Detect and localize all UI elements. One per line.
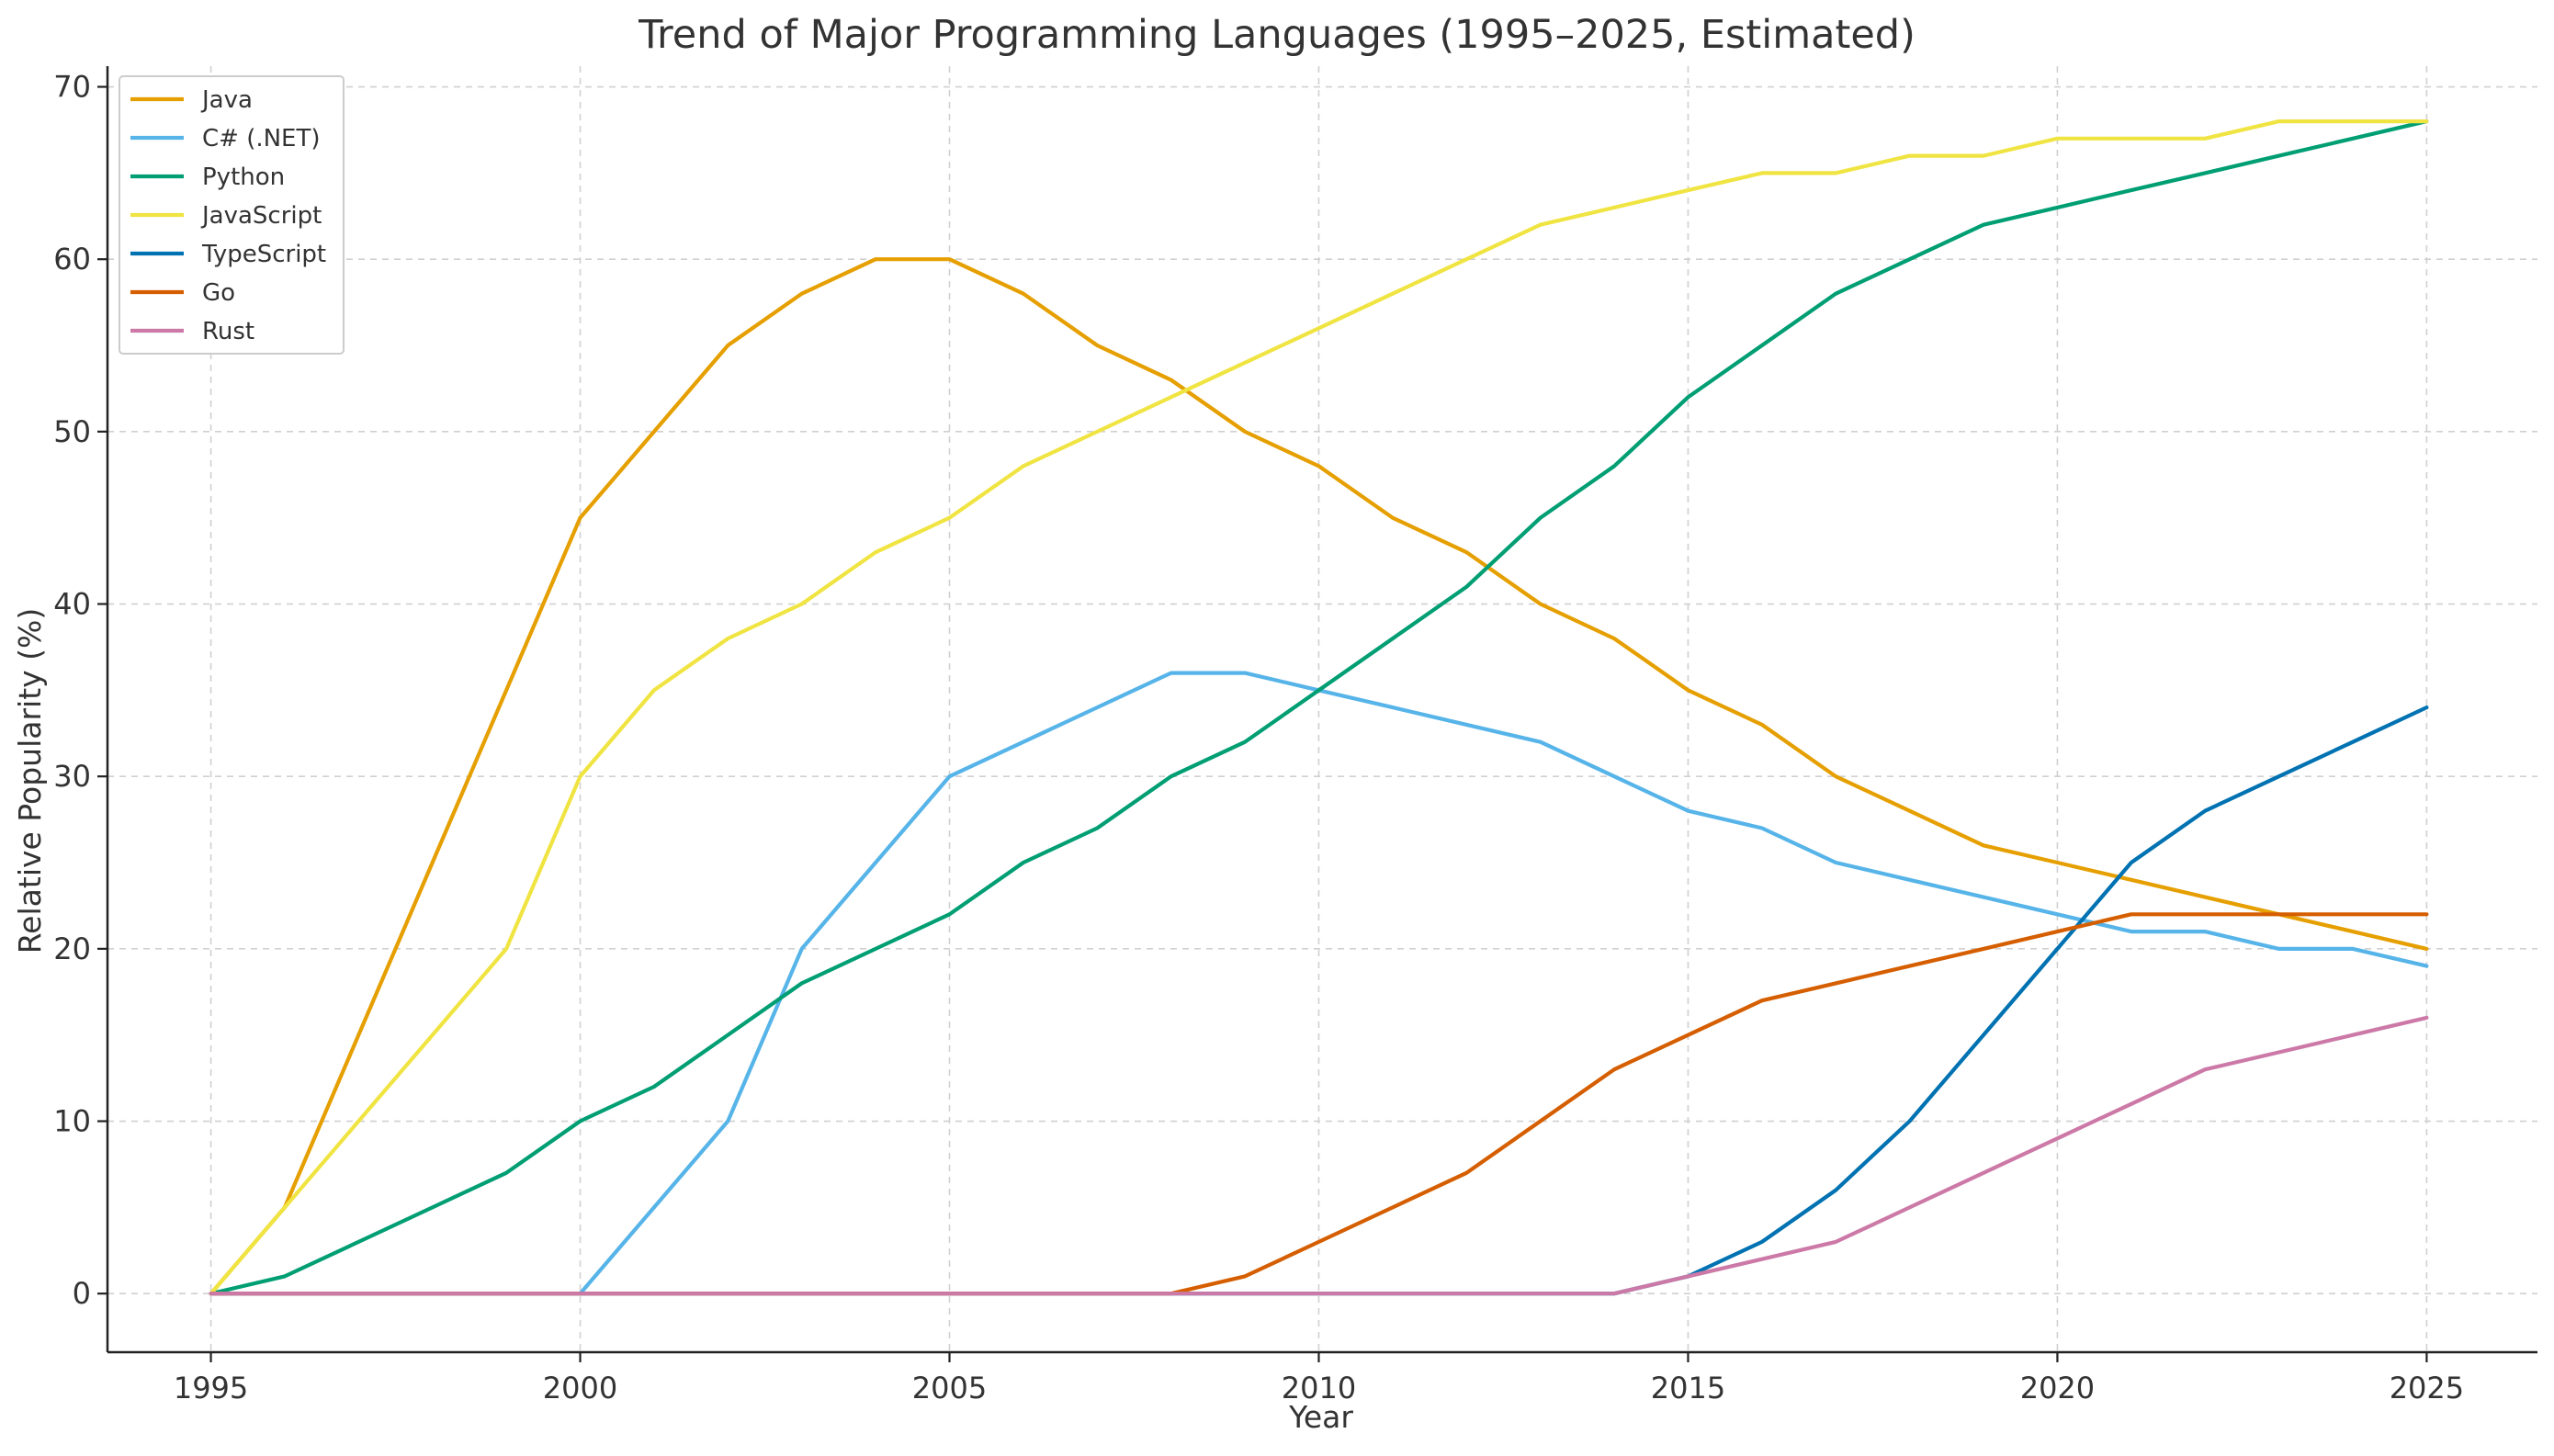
legend-label: TypeScript <box>201 241 326 268</box>
y-tick-label: 10 <box>53 1104 91 1139</box>
x-tick-label: 2025 <box>2390 1371 2464 1405</box>
x-tick-label: 1995 <box>174 1371 248 1405</box>
series-line-rust <box>209 1015 2429 1296</box>
x-tick-label: 2000 <box>543 1371 617 1405</box>
series-line-javascript <box>209 119 2429 1296</box>
legend-label: Python <box>202 164 285 191</box>
legend-box <box>119 75 345 355</box>
y-tick-label: 30 <box>53 759 91 794</box>
chart-title: Trend of Major Programming Languages (19… <box>638 12 1916 58</box>
series-lines <box>209 119 2429 1296</box>
series-line-java <box>209 257 2429 1296</box>
legend-label: Rust <box>202 318 254 345</box>
axes: 1995 2000 2005 2010 2015 2020 2025 0 10 20 30 40 50 6… <box>53 66 2537 1405</box>
series-line-c-net <box>209 671 2429 1296</box>
x-axis-label: Year <box>1288 1399 1353 1435</box>
y-axis-label: Relative Popularity (%) <box>12 608 48 954</box>
x-tick-label: 2005 <box>912 1371 987 1405</box>
y-tick-label: 50 <box>53 414 91 449</box>
legend-label: Java <box>200 86 253 114</box>
y-tick-label: 20 <box>53 931 91 966</box>
y-tick-label: 40 <box>53 587 91 622</box>
y-tick-label: 70 <box>53 70 91 105</box>
x-tick-label: 2020 <box>2020 1371 2095 1405</box>
y-tick-label: 0 <box>73 1276 91 1311</box>
legend-label: Go <box>202 279 235 307</box>
legend-label: JavaScript <box>200 202 322 230</box>
legend-label: C# (.NET) <box>202 125 321 152</box>
x-tick-label: 2010 <box>1282 1371 1356 1405</box>
y-tick-label: 60 <box>53 242 91 277</box>
legend: Java C# (.NET) Python JavaScript TypeScript G… <box>119 75 345 355</box>
series-line-python <box>209 119 2429 1296</box>
x-tick-label: 2015 <box>1651 1371 1725 1405</box>
grid <box>107 66 2537 1352</box>
